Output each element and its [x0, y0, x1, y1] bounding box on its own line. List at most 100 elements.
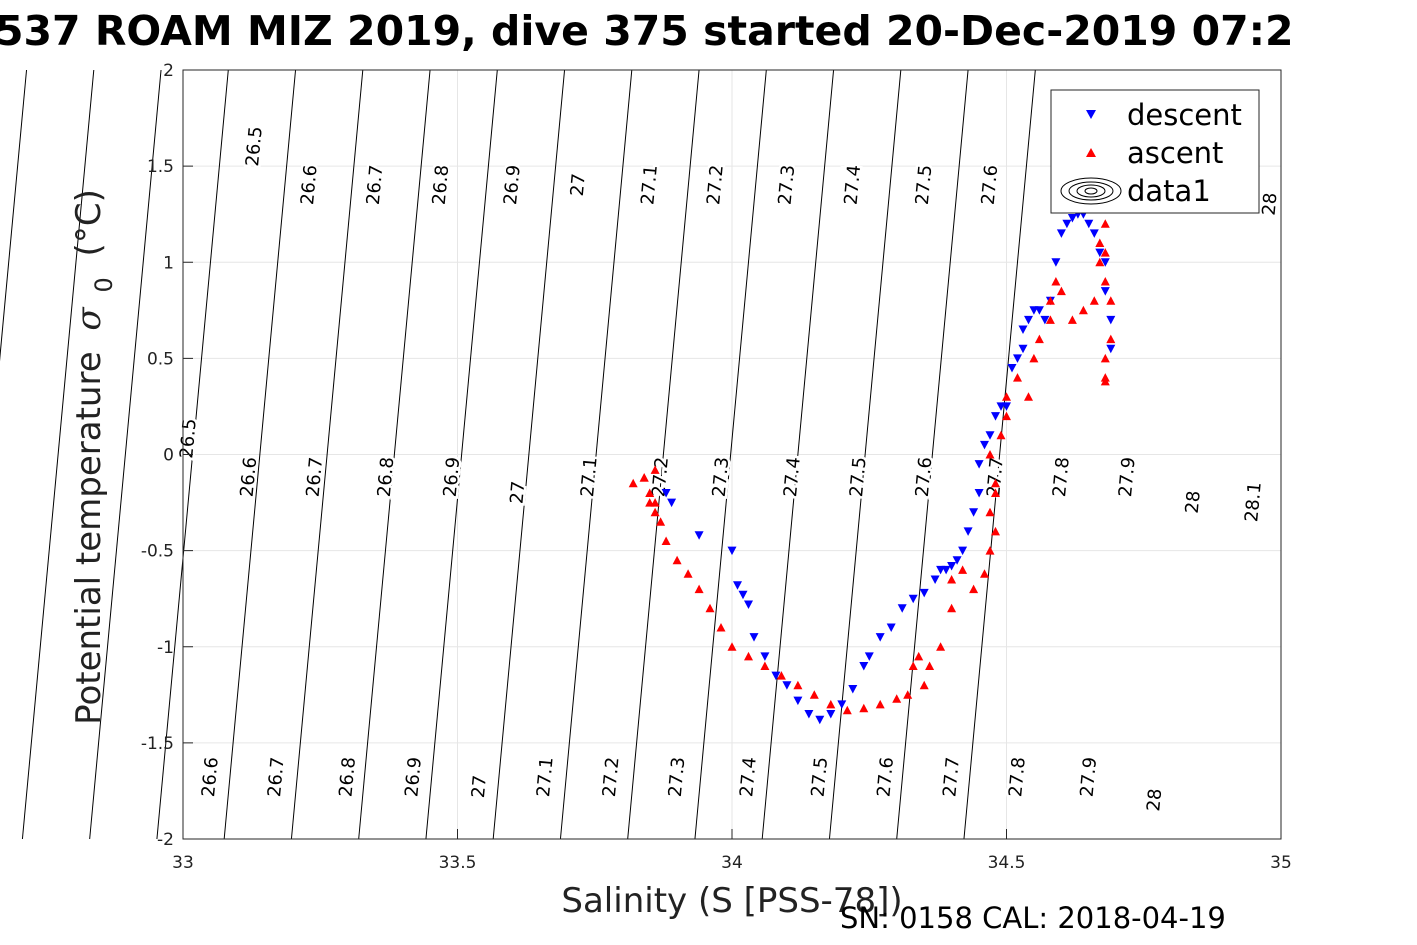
descent-point — [1100, 287, 1110, 296]
contour-label: 27.8 — [1005, 756, 1030, 798]
contour-label: 27.5 — [912, 164, 937, 206]
series-descent — [661, 210, 1116, 725]
contour-label: 26.8 — [374, 456, 399, 498]
contour-line — [627, 69, 700, 840]
contour-label: 27.8 — [1049, 456, 1074, 498]
y-axis-label: Potential temperature σ 0 (°C) — [69, 189, 121, 725]
descent-point — [694, 531, 704, 540]
ascent-point — [985, 507, 995, 517]
contour-line — [223, 69, 297, 840]
contour-label: 27.3 — [709, 456, 734, 498]
descent-point — [1002, 402, 1011, 411]
ascent-point — [958, 565, 968, 574]
contour-label: 26.5 — [176, 418, 201, 460]
ascent-point — [936, 642, 946, 651]
descent-point — [1106, 344, 1116, 354]
y-tick-label: 2 — [163, 61, 174, 81]
descent-point — [1095, 248, 1105, 258]
x-axis-label: Salinity (S [PSS-78]) — [561, 881, 902, 921]
legend-descent-marker — [1086, 110, 1096, 119]
y-tick-label: -1.5 — [141, 734, 174, 754]
ascent-point — [985, 450, 995, 459]
y-tick-label: -1 — [157, 638, 174, 658]
ascent-point — [985, 546, 995, 555]
ascent-point — [656, 517, 666, 526]
descent-point — [760, 652, 770, 661]
legend-ascent-marker — [1086, 148, 1096, 157]
descent-point — [886, 623, 896, 632]
ascent-point — [1095, 257, 1105, 267]
contour-line — [0, 69, 28, 362]
descent-point — [837, 700, 847, 709]
contour-line — [828, 69, 902, 840]
contour-label: 27.2 — [703, 164, 728, 206]
y-axis-label-sigma: σ — [69, 307, 109, 331]
descent-point — [749, 633, 759, 642]
contour-label: 27.5 — [808, 756, 833, 798]
contour-line — [89, 69, 162, 840]
contour-label: 27.2 — [599, 756, 624, 798]
contour-label: 27.4 — [780, 456, 805, 498]
ascent-point — [1100, 219, 1110, 228]
ascent-point — [744, 651, 753, 661]
contour-label: 27.3 — [665, 756, 690, 798]
descent-point — [1062, 219, 1072, 229]
descent-point — [974, 489, 984, 498]
descent-point — [897, 604, 907, 613]
descent-point — [1106, 315, 1116, 325]
contour-label: 27.1 — [577, 456, 602, 498]
contour-label: 26.8 — [335, 756, 360, 798]
x-tick-label: 34.5 — [988, 853, 1026, 873]
ascent-point — [1106, 296, 1116, 305]
descent-point — [952, 556, 962, 565]
ascent-point — [760, 661, 770, 670]
descent-point — [793, 696, 803, 706]
contour-label: 27.9 — [1115, 456, 1140, 498]
y-tick-label: 0 — [163, 446, 174, 466]
contour-label: 27.2 — [648, 456, 673, 498]
contour-label: 27.4 — [736, 756, 761, 798]
descent-point — [1018, 325, 1028, 334]
ascent-point — [650, 465, 660, 474]
ascent-point — [1089, 296, 1099, 305]
descent-point — [958, 546, 968, 556]
x-tick-label: 33.5 — [439, 853, 477, 873]
ascent-point — [1024, 392, 1033, 401]
descent-point — [930, 575, 940, 584]
descent-point — [985, 431, 995, 440]
contour-label: 28 — [1143, 788, 1166, 813]
ascent-point — [672, 555, 682, 565]
ascent-point — [776, 671, 786, 680]
descent-point — [1024, 315, 1033, 325]
descent-point — [969, 508, 979, 517]
ascent-point — [1095, 238, 1105, 247]
y-tick-label: -2 — [157, 830, 174, 850]
contour-label: 26.7 — [264, 756, 289, 798]
ascent-point — [1056, 286, 1066, 296]
legend: descent ascent data1 — [1050, 89, 1260, 214]
ascent-point — [996, 430, 1006, 440]
series-ascent — [628, 219, 1116, 715]
contour-label: 26.7 — [303, 456, 328, 498]
ascent-point — [991, 488, 1000, 497]
ascent-point — [903, 690, 913, 699]
contour-label: 27.6 — [912, 456, 937, 498]
contour-label: 27.1 — [637, 164, 662, 206]
descent-point — [782, 681, 792, 690]
ascent-point — [969, 584, 979, 594]
contour-line — [425, 69, 498, 840]
ascent-point — [947, 603, 957, 613]
ascent-point — [727, 642, 737, 651]
descent-point — [908, 594, 918, 604]
ascent-point — [859, 703, 869, 713]
ascent-point — [980, 569, 989, 578]
descent-point — [804, 710, 814, 719]
ascent-point — [1013, 373, 1022, 382]
ascent-point — [716, 623, 726, 632]
ascent-point — [1100, 376, 1110, 386]
contour-label: 27 — [468, 774, 491, 799]
descent-point — [1056, 229, 1066, 238]
descent-point — [661, 489, 671, 498]
contour-label: 27 — [567, 173, 590, 198]
descent-point — [1034, 306, 1044, 315]
